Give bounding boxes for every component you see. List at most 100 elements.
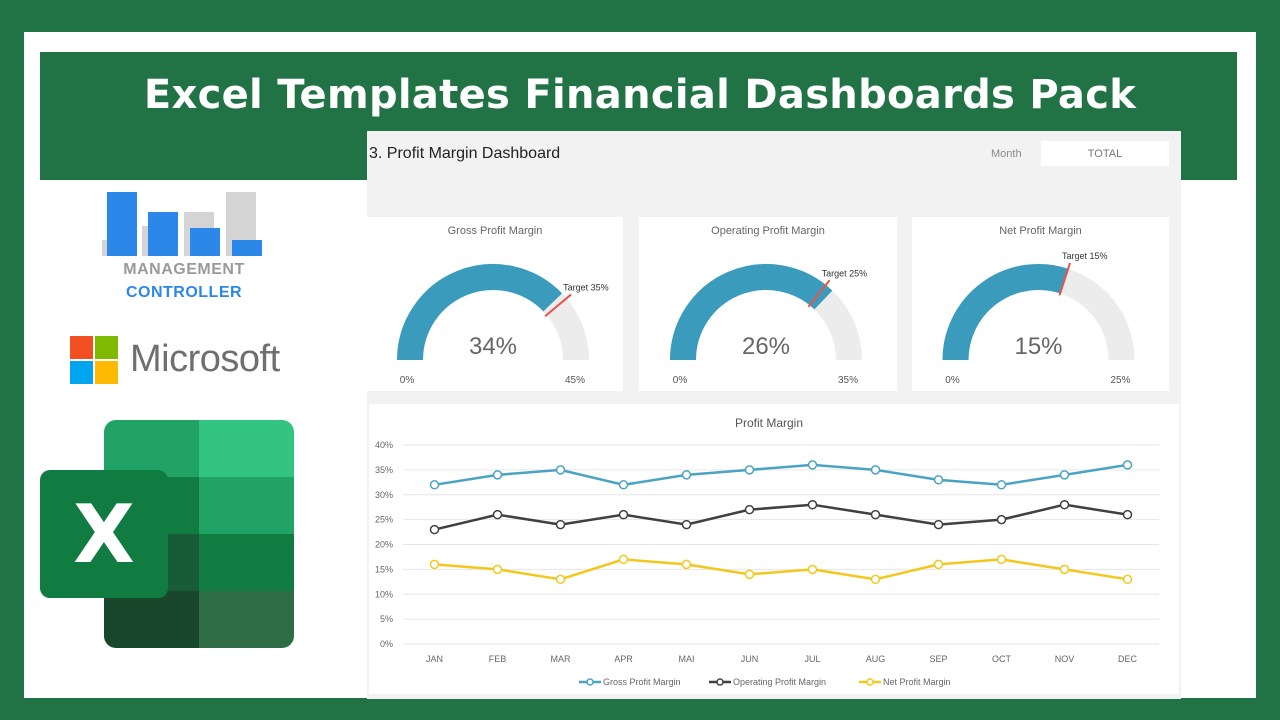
y-tick-label: 5%	[380, 614, 393, 624]
data-point	[492, 470, 503, 480]
series-line	[434, 558, 1128, 581]
excel-x-letter: X	[73, 487, 135, 581]
gauge-max-label: 45%	[565, 375, 585, 386]
legend-label: Operating Profit Margin	[733, 677, 826, 687]
gauge-svg: Target 35% 34% 0% 45%	[397, 264, 609, 386]
gauge-title: Gross Profit Margin	[447, 225, 543, 237]
y-tick-label: 25%	[375, 515, 393, 525]
line-chart-svg: Profit Margin 0% 5% 10% 15% 20% 25% 30% 35% 40% JA…	[375, 416, 1159, 687]
logo-text-controller: CONTROLLER	[125, 284, 243, 301]
bar-chart-icon	[96, 186, 272, 256]
dashboard-title: 3. Profit Margin Dashboard	[369, 145, 561, 162]
x-tick-label: SEP	[929, 654, 947, 664]
gauge-fill	[942, 264, 1069, 361]
data-point	[1059, 499, 1070, 510]
legend-marker	[586, 678, 594, 686]
data-point	[1059, 564, 1070, 575]
data-point	[618, 509, 629, 520]
profit-margin-chart: Profit Margin 0% 5% 10% 15% 20% 25% 30% 35% 40% JA…	[369, 404, 1179, 694]
data-point	[681, 519, 692, 530]
gauge-card-net: Net Profit Margin Target 15% 15% 0% 25%	[912, 217, 1169, 391]
gauge-max-label: 35%	[838, 375, 858, 386]
x-tick-label: JAN	[426, 654, 443, 664]
gauge-fill	[670, 264, 833, 361]
gauge-card-gross: Gross Profit Margin Target 35% 34% 0% 45%	[367, 217, 623, 391]
y-tick-label: 20%	[375, 540, 393, 550]
data-point	[492, 509, 503, 520]
x-tick-label: JUL	[804, 654, 820, 664]
month-label: Month	[991, 148, 1022, 160]
data-point	[1122, 509, 1133, 520]
microsoft-wordmark: Microsoft	[130, 338, 280, 380]
gauge-svg: Target 15% 15% 0% 25%	[942, 251, 1135, 386]
data-point	[681, 470, 692, 480]
y-tick-label: 35%	[375, 465, 393, 475]
gauge-title: Operating Profit Margin	[711, 225, 825, 237]
legend-label: Net Profit Margin	[883, 677, 951, 687]
x-tick-label: APR	[614, 654, 633, 664]
dashboard-panel: 3. Profit Margin Dashboard Month TOTAL G…	[367, 131, 1181, 699]
data-point	[492, 564, 503, 575]
windows-icon	[70, 336, 118, 384]
legend-label: Gross Profit Margin	[603, 677, 681, 687]
x-tick-label: FEB	[489, 654, 507, 664]
target-label: Target 15%	[1062, 251, 1108, 261]
gauge-value: 15%	[1014, 333, 1062, 360]
gauge-value: 34%	[469, 333, 517, 360]
gauge-max-label: 25%	[1110, 375, 1130, 386]
x-tick-label: AUG	[866, 654, 886, 664]
gauge-min-label: 0%	[400, 375, 415, 386]
data-point	[744, 465, 755, 475]
data-point	[555, 574, 566, 585]
target-marker	[807, 279, 831, 308]
data-point	[996, 514, 1007, 525]
data-point	[996, 554, 1007, 565]
month-selector[interactable]: TOTAL	[1041, 141, 1169, 166]
data-point	[807, 499, 818, 510]
y-tick-label: 0%	[380, 639, 393, 649]
gauge-value: 26%	[742, 333, 790, 360]
excel-logo: X	[40, 420, 294, 650]
data-point	[933, 475, 944, 485]
data-point	[744, 569, 755, 580]
data-point	[933, 559, 944, 570]
gauge-card-operating: Operating Profit Margin Target 25% 26% 0% 3…	[639, 217, 897, 391]
data-point	[807, 564, 818, 575]
logo-text-management: MANAGEMENT	[123, 261, 245, 278]
target-label: Target 35%	[563, 282, 609, 292]
gauge-min-label: 0%	[945, 375, 960, 386]
target-marker	[1058, 262, 1071, 296]
data-point	[870, 574, 881, 585]
data-point	[1122, 574, 1133, 585]
target-label: Target 25%	[822, 268, 868, 278]
data-point	[996, 480, 1007, 490]
data-point	[681, 559, 692, 570]
data-point	[555, 465, 566, 475]
data-point	[807, 460, 818, 470]
data-point	[618, 480, 629, 490]
data-point	[744, 504, 755, 515]
legend-marker	[716, 678, 724, 686]
data-point	[870, 509, 881, 520]
x-tick-label: OCT	[992, 654, 1012, 664]
chart-title: Profit Margin	[735, 416, 803, 430]
data-point	[933, 519, 944, 530]
data-point	[870, 465, 881, 475]
legend-marker	[866, 678, 874, 686]
x-tick-label: DEC	[1118, 654, 1138, 664]
series-line	[434, 463, 1128, 487]
data-point	[1122, 460, 1133, 470]
data-point	[429, 480, 440, 490]
data-point	[618, 554, 629, 565]
y-tick-label: 15%	[375, 564, 393, 574]
data-point	[555, 519, 566, 530]
x-tick-label: MAI	[678, 654, 694, 664]
target-marker	[544, 293, 572, 318]
x-tick-label: MAR	[551, 654, 572, 664]
x-tick-label: NOV	[1055, 654, 1075, 664]
gauge-min-label: 0%	[673, 375, 688, 386]
data-point	[429, 524, 440, 535]
y-tick-label: 10%	[375, 589, 393, 599]
y-tick-label: 30%	[375, 490, 393, 500]
y-tick-label: 40%	[375, 440, 393, 450]
